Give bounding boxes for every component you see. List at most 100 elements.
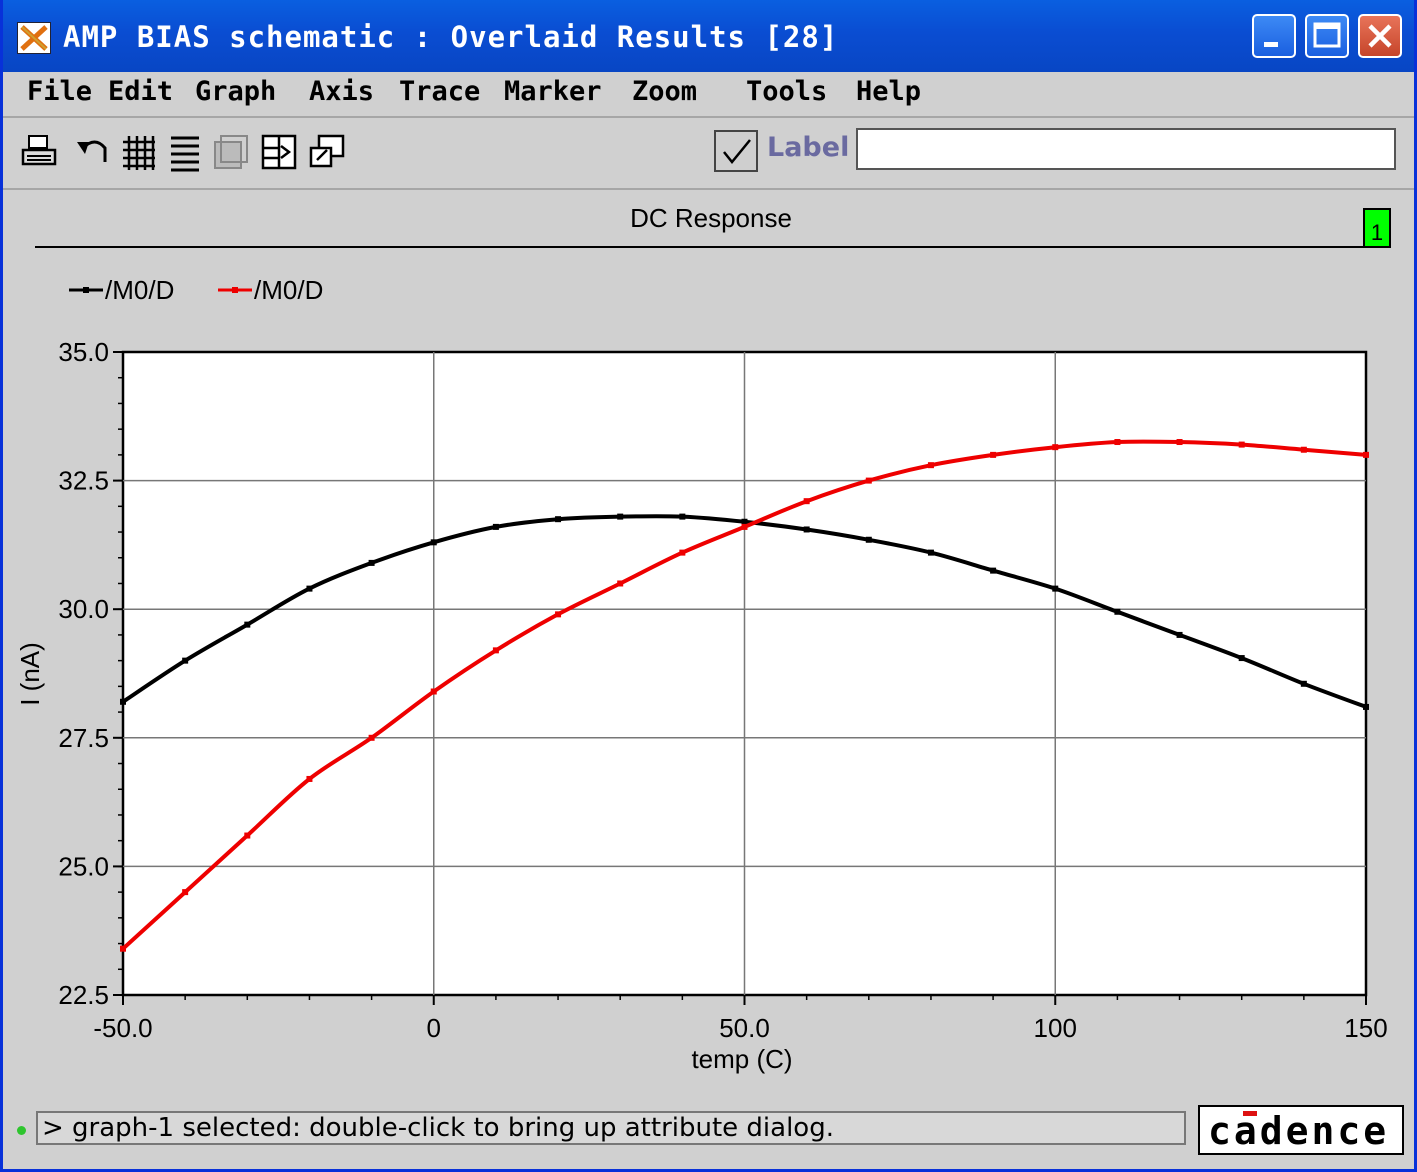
menu-file[interactable]: File bbox=[27, 76, 93, 107]
series-point-2 bbox=[1238, 441, 1245, 448]
grid-icon[interactable] bbox=[119, 132, 159, 172]
series-point-1 bbox=[617, 513, 624, 520]
menu-axis[interactable]: Axis bbox=[309, 76, 375, 107]
menu-tools[interactable]: Tools bbox=[746, 76, 828, 107]
series-point-1 bbox=[1114, 608, 1121, 615]
graph-panel[interactable]: DC Response 1 /M0/D/M0/D -50.0 0 50.0 100 15… bbox=[13, 190, 1406, 1095]
minor-ticks bbox=[113, 351, 1367, 1005]
print-icon[interactable] bbox=[19, 132, 59, 172]
series-point-1 bbox=[555, 516, 562, 523]
label-caption: Label bbox=[767, 132, 850, 163]
series-layer bbox=[120, 439, 1369, 952]
series-point-2 bbox=[1114, 439, 1121, 446]
series-point-1 bbox=[306, 585, 313, 592]
menu-help[interactable]: Help bbox=[856, 76, 922, 107]
series-point-2 bbox=[1363, 451, 1369, 458]
y-tick-label: 22.5 bbox=[58, 980, 109, 1010]
window-title: AMP BIAS schematic : Overlaid Results [2… bbox=[63, 20, 839, 54]
logo-accent bbox=[1243, 1111, 1257, 1116]
series-point-2 bbox=[617, 580, 624, 587]
y-tick-labels: 22.5 25.0 27.5 30.0 32.5 35.0 bbox=[58, 337, 109, 1010]
chart-title: DC Response bbox=[630, 203, 792, 233]
series-point-2 bbox=[927, 462, 934, 469]
series-point-2 bbox=[865, 477, 872, 484]
x-axis-label: temp (C) bbox=[691, 1044, 792, 1074]
legend: /M0/D/M0/D bbox=[69, 275, 323, 305]
subwindow-badge[interactable] bbox=[1363, 208, 1391, 248]
series-point-1 bbox=[679, 513, 686, 520]
legend-marker-1 bbox=[83, 287, 89, 293]
status-bar: > graph-1 selected: double-click to brin… bbox=[3, 1097, 1414, 1169]
series-point-2 bbox=[244, 832, 251, 839]
series-point-2 bbox=[1176, 439, 1183, 446]
y-tick-label: 30.0 bbox=[58, 594, 109, 624]
close-button[interactable] bbox=[1358, 14, 1402, 58]
cadence-logo: cadence bbox=[1198, 1105, 1404, 1155]
strip-icon[interactable] bbox=[165, 132, 205, 172]
series-point-2 bbox=[492, 647, 499, 654]
y-tick-label: 25.0 bbox=[58, 851, 109, 881]
status-message: > graph-1 selected: double-click to brin… bbox=[42, 1113, 834, 1143]
legend-label-1: /M0/D bbox=[105, 275, 174, 305]
menu-marker[interactable]: Marker bbox=[504, 76, 602, 107]
series-point-1 bbox=[803, 526, 810, 533]
series-point-1 bbox=[990, 567, 997, 574]
label-checkbox[interactable] bbox=[714, 130, 758, 172]
series-point-1 bbox=[927, 549, 934, 556]
menu-zoom[interactable]: Zoom bbox=[632, 76, 698, 107]
subwindow-badge-label: 1 bbox=[1371, 220, 1383, 245]
minimize-button[interactable] bbox=[1252, 14, 1296, 58]
series-point-2 bbox=[120, 945, 126, 952]
menu-trace[interactable]: Trace bbox=[399, 76, 481, 107]
series-point-1 bbox=[430, 539, 437, 546]
series-point-2 bbox=[741, 523, 748, 530]
series-point-2 bbox=[679, 549, 686, 556]
x-tick-label: 50.0 bbox=[719, 1013, 770, 1043]
maximize-button[interactable] bbox=[1305, 14, 1349, 58]
checkmark-icon bbox=[723, 139, 751, 164]
series-point-2 bbox=[990, 451, 997, 458]
series-point-2 bbox=[803, 498, 810, 505]
y-axis-label: I (nA) bbox=[15, 642, 45, 706]
y-tick-label: 35.0 bbox=[58, 337, 109, 367]
series-point-1 bbox=[182, 657, 189, 664]
maximize-icon bbox=[1313, 22, 1341, 48]
series-point-2 bbox=[182, 889, 189, 896]
series-point-2 bbox=[1300, 446, 1307, 453]
x-tick-label: 100 bbox=[1034, 1013, 1077, 1043]
grid-lines bbox=[123, 352, 1366, 995]
label-input[interactable] bbox=[856, 128, 1396, 170]
split-icon[interactable] bbox=[259, 132, 299, 172]
series-point-1 bbox=[368, 559, 375, 566]
minimize-icon bbox=[1264, 42, 1278, 47]
y-tick-label: 27.5 bbox=[58, 723, 109, 753]
dc-response-chart[interactable]: DC Response 1 /M0/D/M0/D -50.0 0 50.0 100 15… bbox=[13, 190, 1406, 1095]
legend-label-2: /M0/D bbox=[254, 275, 323, 305]
series-point-1 bbox=[741, 518, 748, 525]
status-indicator-icon bbox=[17, 1126, 26, 1135]
title-bar[interactable]: AMP BIAS schematic : Overlaid Results [2… bbox=[3, 0, 1414, 72]
series-point-1 bbox=[492, 523, 499, 530]
x-tick-label: 0 bbox=[427, 1013, 441, 1043]
series-point-1 bbox=[865, 536, 872, 543]
status-message-box: > graph-1 selected: double-click to brin… bbox=[36, 1111, 1186, 1145]
series-point-2 bbox=[555, 611, 562, 618]
series-point-1 bbox=[244, 621, 251, 628]
series-point-2 bbox=[306, 775, 313, 782]
series-point-1 bbox=[1176, 631, 1183, 638]
toolbar: Label bbox=[3, 118, 1414, 190]
close-icon bbox=[1368, 24, 1392, 48]
cadence-logo-text: cadence bbox=[1208, 1109, 1390, 1153]
menu-graph[interactable]: Graph bbox=[195, 76, 277, 107]
overlay-icon[interactable] bbox=[211, 132, 251, 172]
y-tick-label: 32.5 bbox=[58, 466, 109, 496]
menu-edit[interactable]: Edit bbox=[108, 76, 174, 107]
undo-icon[interactable] bbox=[73, 132, 113, 172]
series-point-2 bbox=[430, 688, 437, 695]
menu-bar: File Edit Graph Axis Trace Marker Zoom T… bbox=[3, 72, 1414, 118]
legend-marker-2 bbox=[232, 287, 238, 293]
x-tick-label: 150 bbox=[1344, 1013, 1387, 1043]
x-tick-label: -50.0 bbox=[93, 1013, 152, 1043]
series-point-1 bbox=[1238, 655, 1245, 662]
window-icon[interactable] bbox=[307, 132, 347, 172]
